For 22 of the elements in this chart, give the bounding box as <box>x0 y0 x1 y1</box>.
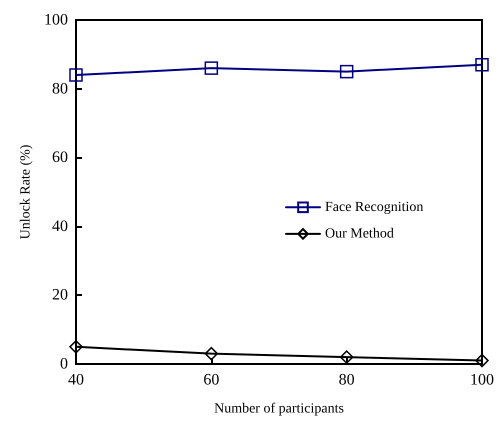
y-tick-label: 100 <box>44 12 68 28</box>
x-tick-label: 100 <box>470 372 494 388</box>
y-tick-label: 0 <box>60 356 68 372</box>
point <box>475 58 489 72</box>
x-tick-label: 60 <box>203 372 220 388</box>
x-tick-label: 40 <box>68 372 84 388</box>
y-tick-label: 80 <box>52 80 68 98</box>
point <box>340 64 354 78</box>
point <box>340 350 354 364</box>
point <box>204 61 218 75</box>
point <box>475 354 489 368</box>
y-tick-label: 40 <box>52 218 68 235</box>
point <box>204 346 218 360</box>
point <box>69 68 83 82</box>
legend-label: Our Method <box>325 226 394 242</box>
y-tick-label: 60 <box>52 149 68 166</box>
x-tick-label: 80 <box>338 372 355 388</box>
y-axis-title: Unlock Rate (%) <box>18 144 34 240</box>
legend-label: Face Recognition <box>325 200 424 215</box>
x-axis-title: Number of participants <box>214 402 344 416</box>
point <box>69 340 83 354</box>
y-tick-label: 20 <box>52 286 68 304</box>
